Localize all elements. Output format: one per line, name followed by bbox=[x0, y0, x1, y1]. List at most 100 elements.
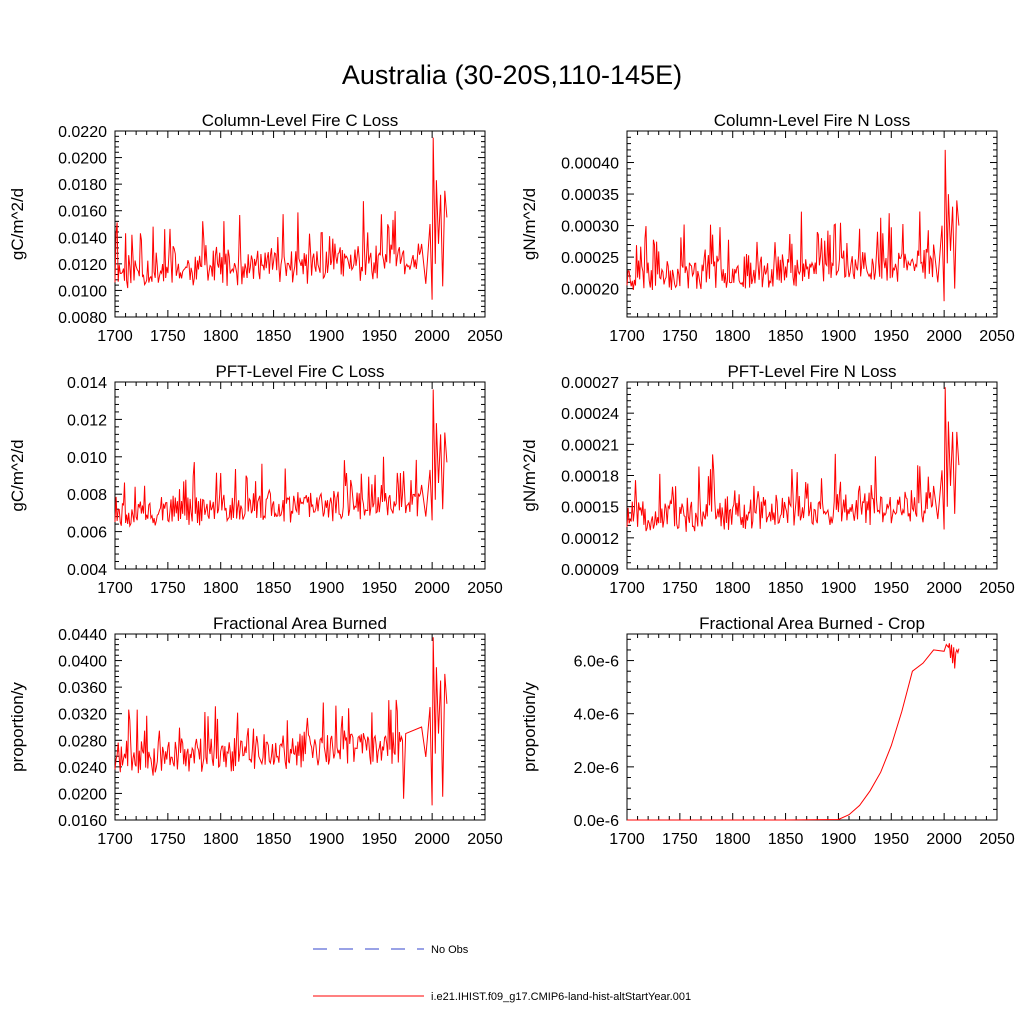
x-tick-label: 1750 bbox=[150, 831, 186, 848]
series-line bbox=[114, 137, 448, 300]
y-tick-label: 0.0160 bbox=[58, 204, 107, 221]
x-tick-label: 1750 bbox=[662, 831, 698, 848]
y-axis-label: gN/m^2/d bbox=[520, 188, 539, 260]
x-tick-label: 1850 bbox=[256, 580, 292, 597]
x-tick-label: 1900 bbox=[309, 580, 345, 597]
y-tick-label: 6.0e-6 bbox=[574, 654, 619, 671]
x-tick-label: 1850 bbox=[256, 831, 292, 848]
y-tick-label: 0.0160 bbox=[58, 813, 107, 830]
y-tick-label: 0.0e-6 bbox=[574, 813, 619, 830]
y-tick-label: 0.014 bbox=[67, 375, 107, 392]
x-tick-label: 1950 bbox=[361, 328, 397, 345]
plot-frame bbox=[626, 633, 998, 821]
x-tick-label: 2050 bbox=[979, 580, 1015, 597]
y-tick-label: 4.0e-6 bbox=[574, 707, 619, 724]
y-axis-label: gC/m^2/d bbox=[8, 188, 27, 260]
x-tick-label: 1800 bbox=[203, 328, 239, 345]
x-tick-label: 1800 bbox=[203, 580, 239, 597]
y-tick-label: 0.0200 bbox=[58, 151, 107, 168]
x-tick-label: 2000 bbox=[926, 328, 962, 345]
y-axis-label: gC/m^2/d bbox=[8, 439, 27, 511]
x-tick-label: 1750 bbox=[662, 328, 698, 345]
x-tick-label: 1900 bbox=[821, 580, 857, 597]
x-tick-label: 2050 bbox=[467, 580, 503, 597]
y-axis-label: gN/m^2/d bbox=[520, 439, 539, 511]
x-tick-label: 1850 bbox=[768, 580, 804, 597]
x-tick-label: 1700 bbox=[97, 328, 133, 345]
y-tick-label: 0.0220 bbox=[58, 124, 107, 141]
x-tick-label: 2050 bbox=[979, 328, 1015, 345]
figure-title: Australia (30-20S,110-145E) bbox=[342, 60, 682, 90]
plot-frame bbox=[626, 130, 998, 318]
x-tick-label: 1900 bbox=[309, 831, 345, 848]
y-tick-label: 0.0180 bbox=[58, 177, 107, 194]
y-tick-label: 0.0280 bbox=[58, 733, 107, 750]
y-tick-label: 0.0100 bbox=[58, 283, 107, 300]
panel-title: Fractional Area Burned bbox=[213, 614, 387, 633]
x-tick-label: 1950 bbox=[873, 328, 909, 345]
chart-panel: 1700 1750 1800 1850 1900 1950 2000 2050 0.0080 0.… bbox=[8, 111, 503, 345]
x-tick-label: 1800 bbox=[715, 831, 751, 848]
y-tick-label: 0.010 bbox=[67, 450, 107, 467]
y-tick-label: 0.0320 bbox=[58, 707, 107, 724]
y-tick-label: 0.006 bbox=[67, 525, 107, 542]
y-tick-label: 0.00018 bbox=[561, 469, 619, 486]
x-tick-label: 1800 bbox=[715, 328, 751, 345]
y-tick-label: 2.0e-6 bbox=[574, 760, 619, 777]
x-tick-label: 1700 bbox=[609, 328, 645, 345]
panel-title: Column-Level Fire C Loss bbox=[202, 111, 399, 130]
y-axis-label: proportion/y bbox=[8, 682, 27, 772]
x-tick-label: 2050 bbox=[467, 831, 503, 848]
y-tick-label: 0.0140 bbox=[58, 230, 107, 247]
x-tick-label: 1750 bbox=[662, 580, 698, 597]
panel-title: Fractional Area Burned - Crop bbox=[699, 614, 925, 633]
y-tick-label: 0.00024 bbox=[561, 406, 619, 423]
x-tick-label: 1900 bbox=[821, 831, 857, 848]
x-tick-label: 1800 bbox=[203, 831, 239, 848]
legend: No Obs i.e21.IHIST.f09_g17.CMIP6-land-hi… bbox=[313, 944, 691, 1003]
y-tick-label: 0.00040 bbox=[561, 156, 619, 173]
x-tick-label: 1950 bbox=[361, 580, 397, 597]
y-tick-label: 0.012 bbox=[67, 412, 107, 429]
series-line bbox=[114, 637, 448, 806]
y-tick-label: 0.00012 bbox=[561, 531, 619, 548]
x-tick-label: 2000 bbox=[414, 831, 450, 848]
chart-panel: 1700 1750 1800 1850 1900 1950 2000 2050 0.004 0.0… bbox=[8, 362, 503, 597]
panel-title: PFT-Level Fire N Loss bbox=[727, 362, 896, 381]
chart-panel: 1700 1750 1800 1850 1900 1950 2000 2050 0.0160 0.… bbox=[8, 614, 503, 848]
x-tick-label: 2000 bbox=[414, 580, 450, 597]
y-tick-label: 0.008 bbox=[67, 487, 107, 504]
x-tick-label: 1750 bbox=[150, 580, 186, 597]
chart-panel: 1700 1750 1800 1850 1900 1950 2000 2050 0.00009 0… bbox=[520, 362, 1015, 597]
y-tick-label: 0.00025 bbox=[561, 250, 619, 267]
x-tick-label: 2000 bbox=[414, 328, 450, 345]
y-tick-label: 0.0360 bbox=[58, 680, 107, 697]
y-tick-label: 0.0440 bbox=[58, 627, 107, 644]
series-line bbox=[114, 389, 448, 528]
panel-title: Column-Level Fire N Loss bbox=[714, 111, 911, 130]
y-tick-label: 0.0080 bbox=[58, 310, 107, 327]
y-tick-label: 0.00030 bbox=[561, 219, 619, 236]
plot-frame bbox=[114, 633, 486, 821]
y-tick-label: 0.0240 bbox=[58, 760, 107, 777]
chart-panel: 1700 1750 1800 1850 1900 1950 2000 2050 0.0e-6 2.… bbox=[520, 614, 1015, 848]
x-tick-label: 1850 bbox=[768, 831, 804, 848]
x-tick-label: 1900 bbox=[309, 328, 345, 345]
y-tick-label: 0.00027 bbox=[561, 375, 619, 392]
x-tick-label: 1700 bbox=[609, 831, 645, 848]
series-line bbox=[627, 643, 960, 821]
x-tick-label: 2000 bbox=[926, 580, 962, 597]
chart-panels: 1700 1750 1800 1850 1900 1950 2000 2050 0.0080 0.… bbox=[8, 111, 1015, 848]
plot-frame bbox=[114, 130, 486, 318]
y-tick-label: 0.00009 bbox=[561, 562, 619, 579]
series-line bbox=[626, 149, 960, 302]
legend-label-model: i.e21.IHIST.f09_g17.CMIP6-land-hist-altS… bbox=[431, 991, 691, 1003]
x-tick-label: 1850 bbox=[256, 328, 292, 345]
legend-label-no-obs: No Obs bbox=[431, 944, 469, 956]
x-tick-label: 1700 bbox=[609, 580, 645, 597]
x-tick-label: 2050 bbox=[467, 328, 503, 345]
x-tick-label: 1950 bbox=[873, 580, 909, 597]
x-tick-label: 1950 bbox=[361, 831, 397, 848]
